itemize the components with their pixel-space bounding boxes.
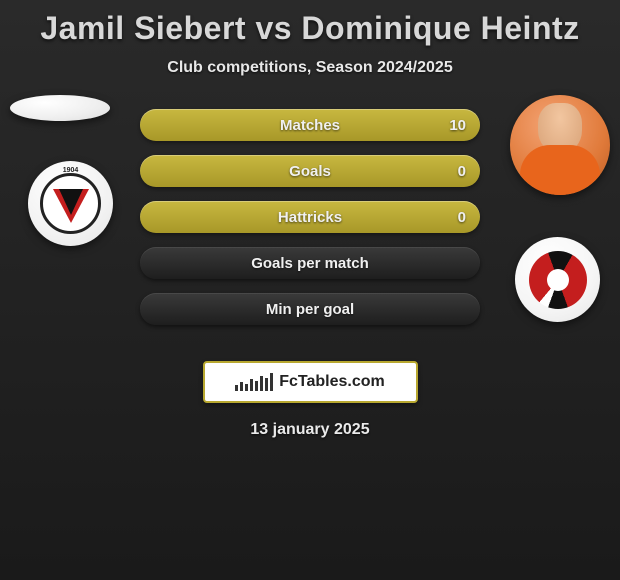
stat-label: Matches: [280, 117, 340, 134]
club-right-logo: [515, 237, 600, 322]
brand-chart-bar: [270, 373, 273, 391]
stat-label: Min per goal: [266, 301, 354, 318]
comparison-area: 1904 Matches 10 Goals 0 Hattricks 0 Goals per …: [0, 105, 620, 355]
stat-bar: Matches 10: [140, 109, 480, 141]
date-text: 13 january 2025: [0, 421, 620, 439]
brand-chart-icon: [235, 373, 273, 391]
player-right-avatar: [510, 95, 610, 195]
brand-chart-bar: [260, 376, 263, 391]
brand-chart-bar: [250, 379, 253, 391]
club-left-inner: [40, 173, 101, 234]
stat-bar: Goals per match: [140, 247, 480, 279]
stat-bar: Min per goal: [140, 293, 480, 325]
brand-chart-bar: [245, 384, 248, 391]
stat-value: 0: [458, 209, 466, 226]
brand-chart-bar: [265, 378, 268, 391]
brand-chart-bar: [240, 382, 243, 391]
subtitle: Club competitions, Season 2024/2025: [0, 59, 620, 77]
club-right-swirl-icon: [529, 251, 587, 309]
brand-chart-bar: [235, 385, 238, 391]
player-left-avatar: [10, 95, 110, 121]
brand-box: FcTables.com: [203, 361, 418, 403]
stat-bar: Goals 0: [140, 155, 480, 187]
stat-value: 10: [449, 117, 466, 134]
stat-label: Hattricks: [278, 209, 342, 226]
club-left-v-icon: [53, 189, 89, 223]
brand-text: FcTables.com: [279, 373, 385, 391]
stat-value: 0: [458, 163, 466, 180]
brand-chart-bar: [255, 381, 258, 391]
club-left-logo: 1904: [28, 161, 113, 246]
stats-bars: Matches 10 Goals 0 Hattricks 0 Goals per match…: [140, 105, 480, 325]
page-title: Jamil Siebert vs Dominique Heintz: [0, 10, 620, 47]
stat-label: Goals: [289, 163, 331, 180]
stat-bar: Hattricks 0: [140, 201, 480, 233]
stat-label: Goals per match: [251, 255, 369, 272]
